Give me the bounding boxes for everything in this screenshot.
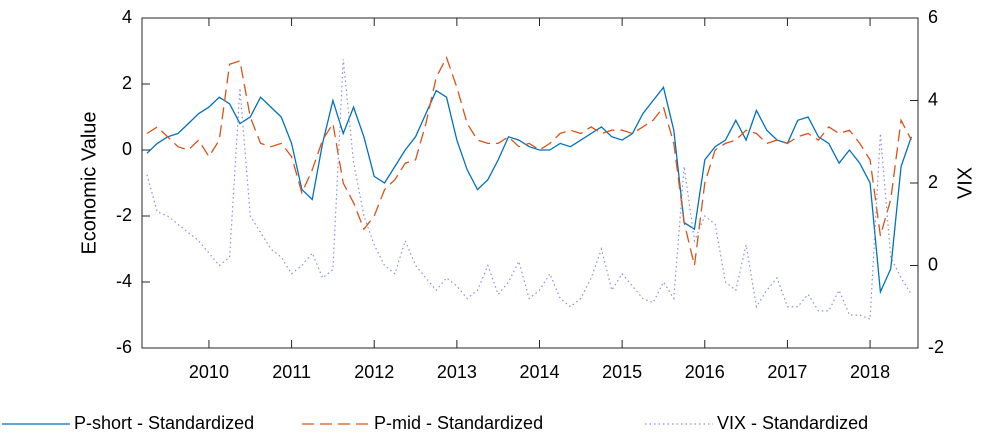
legend-label: VIX - Standardized <box>717 413 868 433</box>
x-tick-label: 2010 <box>189 362 229 382</box>
y-axis-label: Economic Value <box>78 111 100 254</box>
y2-tick-label: -2 <box>928 337 944 357</box>
x-tick-label: 2018 <box>850 362 890 382</box>
y2-tick-label: 6 <box>928 7 938 27</box>
series-line <box>146 59 912 320</box>
x-tick-label: 2015 <box>602 362 642 382</box>
x-tick-label: 2014 <box>519 362 559 382</box>
x-tick-label: 2016 <box>685 362 725 382</box>
y-tick-label: -6 <box>116 337 132 357</box>
x-tick-label: 2017 <box>767 362 807 382</box>
y2-axis-label: VIX <box>954 167 976 199</box>
series-line <box>146 85 913 295</box>
y-tick-label: -2 <box>116 205 132 225</box>
y2-tick-label: 2 <box>928 172 938 192</box>
x-tick-label: 2013 <box>437 362 477 382</box>
y-tick-label: 0 <box>122 139 132 159</box>
series-line <box>146 55 912 266</box>
legend-label: P-short - Standardized <box>74 413 254 433</box>
legend-label: P-mid - Standardized <box>374 413 543 433</box>
y-tick-label: -4 <box>116 271 132 291</box>
y-tick-label: 4 <box>122 7 132 27</box>
x-tick-label: 2012 <box>354 362 394 382</box>
y2-tick-label: 4 <box>928 89 938 109</box>
y-tick-label: 2 <box>122 73 132 93</box>
plot-frame <box>141 17 919 349</box>
y2-tick-label: 0 <box>928 254 938 274</box>
x-tick-label: 2011 <box>272 362 311 382</box>
